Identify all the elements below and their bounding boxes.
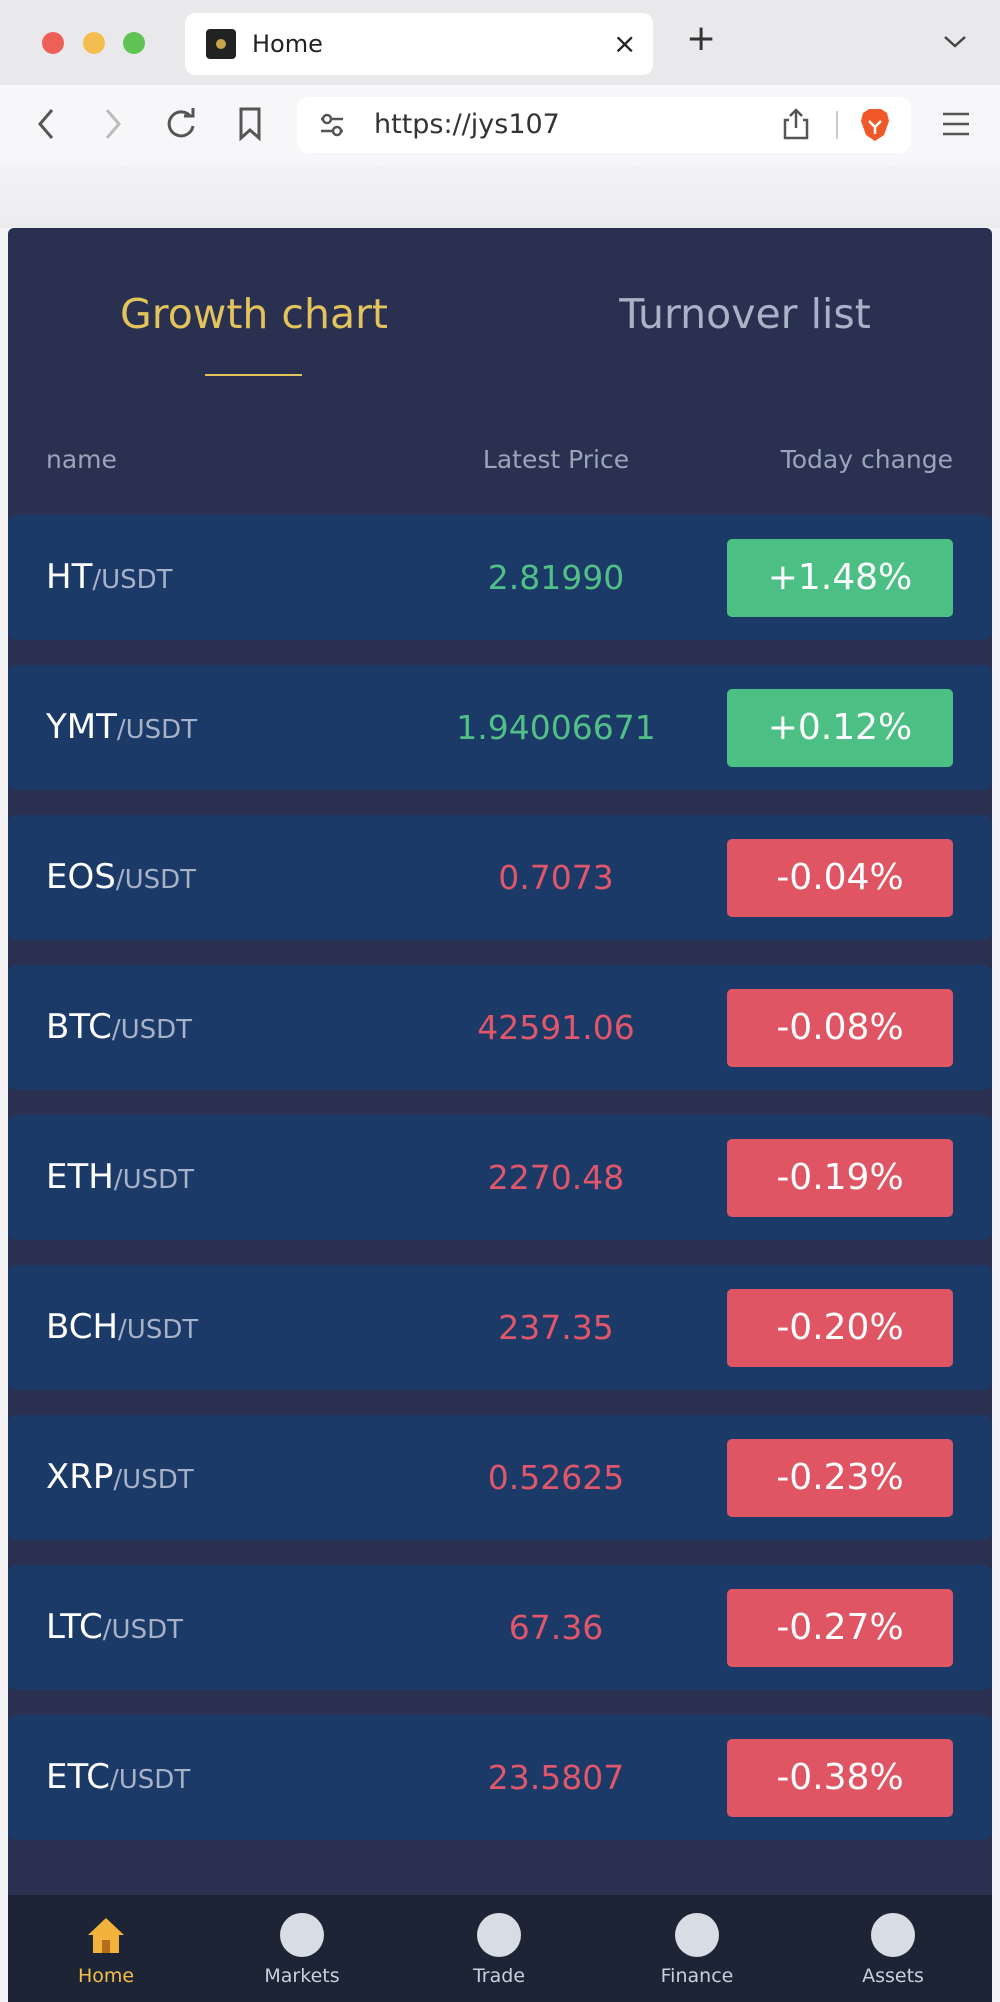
latest-price: 1.94006671 — [456, 708, 656, 747]
pair: HT/USDT — [46, 515, 173, 640]
tab-close[interactable]: × — [613, 27, 637, 60]
quote-symbol: /USDT — [92, 565, 173, 595]
share[interactable] — [782, 107, 810, 141]
pair: BTC/USDT — [46, 965, 192, 1090]
quote-symbol: /USDT — [115, 865, 197, 895]
latest-price: 2.81990 — [487, 558, 625, 597]
pair: LTC/USDT — [46, 1565, 183, 1690]
nav-label: Markets — [264, 1965, 340, 1987]
brave-shields[interactable] — [859, 107, 891, 143]
change-badge: -0.04% — [727, 839, 953, 917]
new-tab[interactable]: + — [686, 18, 717, 59]
change-badge: -0.08% — [727, 989, 953, 1067]
latest-price: 237.35 — [498, 1308, 614, 1347]
nav-label: Assets — [862, 1965, 924, 1987]
forward[interactable] — [101, 107, 125, 141]
tab-growth[interactable]: Growth chart — [119, 290, 389, 338]
quote-symbol: /USDT — [118, 1315, 199, 1345]
quote-symbol: /USDT — [111, 1015, 193, 1045]
nav-icon — [477, 1913, 521, 1957]
change-badge: -0.38% — [727, 1739, 953, 1817]
change-badge: -0.23% — [727, 1439, 953, 1517]
pair: EOS/USDT — [46, 815, 196, 940]
address-bar[interactable]: https://jys107 — [297, 97, 911, 153]
nav-item[interactable]: Assets — [823, 1895, 963, 2002]
pair: ETH/USDT — [46, 1115, 194, 1240]
maximize-window[interactable] — [123, 32, 145, 54]
pair: BCH/USDT — [46, 1265, 198, 1390]
tab[interactable]: Home × — [185, 13, 653, 75]
tab-title: Home — [252, 30, 323, 58]
tab-underline — [205, 374, 302, 376]
tab-strip: Home × + — [0, 0, 1000, 85]
nav-icon — [675, 1913, 719, 1957]
close-window[interactable] — [42, 32, 64, 54]
quote-symbol: /USDT — [110, 1765, 191, 1795]
quote-symbol: /USDT — [116, 715, 198, 745]
change-badge: +0.12% — [727, 689, 953, 767]
back[interactable] — [34, 107, 58, 141]
url: https://jys107 — [374, 109, 560, 140]
header-change: Today change — [780, 445, 953, 474]
pair: YMT/USDT — [46, 665, 197, 790]
toolbar: https://jys107 — [0, 85, 1000, 165]
quote-symbol: /USDT — [113, 1465, 194, 1495]
nav-item[interactable]: Markets — [232, 1895, 372, 2002]
change-badge: +1.48% — [727, 539, 953, 617]
latest-price: 67.36 — [508, 1608, 604, 1647]
tab-turnover[interactable]: Turnover list — [619, 290, 871, 338]
base-symbol: ETH — [46, 1157, 114, 1197]
pair: ETC/USDT — [46, 1715, 190, 1840]
site-settings[interactable] — [319, 113, 345, 137]
nav-label: Trade — [472, 1965, 526, 1987]
base-symbol: HT — [46, 557, 93, 597]
nav-label: Finance — [660, 1965, 734, 1987]
change-badge: -0.19% — [727, 1139, 953, 1217]
nav-label: Home — [77, 1965, 135, 1987]
latest-price: 0.7073 — [498, 858, 614, 897]
header-name: name — [46, 445, 117, 474]
base-symbol: YMT — [46, 707, 117, 747]
nav-item[interactable]: Finance — [627, 1895, 767, 2002]
base-symbol: ETC — [46, 1757, 110, 1797]
nav-item[interactable]: Home — [36, 1895, 176, 2002]
change-badge: -0.27% — [727, 1589, 953, 1667]
pair: XRP/USDT — [46, 1415, 194, 1540]
bookmark[interactable] — [237, 106, 263, 142]
base-symbol: EOS — [46, 857, 116, 897]
tab-menu[interactable] — [942, 34, 968, 50]
latest-price: 0.52625 — [487, 1458, 625, 1497]
base-symbol: BTC — [46, 1007, 112, 1047]
base-symbol: LTC — [46, 1607, 103, 1647]
base-symbol: XRP — [46, 1457, 114, 1497]
favicon — [206, 29, 236, 59]
nav-icon — [871, 1913, 915, 1957]
base-symbol: BCH — [46, 1307, 119, 1347]
latest-price: 2270.48 — [487, 1158, 625, 1197]
latest-price: 23.5807 — [487, 1758, 625, 1797]
blur-strip — [0, 165, 1000, 228]
nav-icon — [280, 1913, 324, 1957]
header-price: Latest Price — [482, 445, 630, 474]
nav-icon — [84, 1913, 128, 1957]
bottom-nav: Home Markets Trade Finance Assets — [8, 1895, 992, 2002]
reload[interactable] — [164, 107, 198, 141]
quote-symbol: /USDT — [102, 1615, 183, 1645]
minimize-window[interactable] — [83, 32, 105, 54]
menu[interactable] — [941, 111, 971, 137]
change-badge: -0.20% — [727, 1289, 953, 1367]
quote-symbol: /USDT — [113, 1165, 195, 1195]
latest-price: 42591.06 — [477, 1008, 635, 1047]
nav-item[interactable]: Trade — [429, 1895, 569, 2002]
